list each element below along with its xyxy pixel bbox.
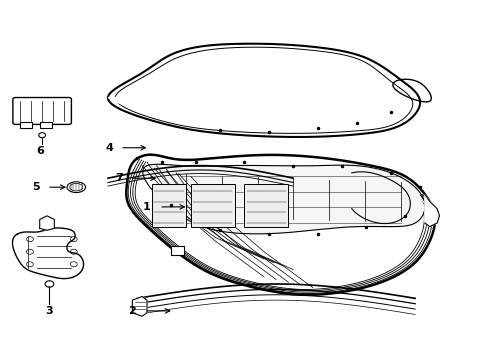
Polygon shape <box>40 216 54 230</box>
Text: 2: 2 <box>128 306 136 316</box>
Text: 3: 3 <box>45 306 53 316</box>
Text: 5: 5 <box>32 182 40 192</box>
Polygon shape <box>424 194 439 226</box>
Bar <box>190 184 234 226</box>
Bar <box>171 246 183 255</box>
Polygon shape <box>18 228 81 279</box>
Bar <box>244 184 288 226</box>
Polygon shape <box>108 44 419 137</box>
Polygon shape <box>127 155 434 295</box>
Polygon shape <box>108 98 137 110</box>
Bar <box>152 184 185 226</box>
Bar <box>40 122 52 128</box>
Ellipse shape <box>67 182 85 193</box>
Text: 7: 7 <box>115 173 122 183</box>
Polygon shape <box>147 166 424 234</box>
Bar <box>20 122 32 128</box>
Text: 6: 6 <box>36 145 43 156</box>
Ellipse shape <box>70 183 82 191</box>
Polygon shape <box>132 297 147 316</box>
FancyBboxPatch shape <box>13 98 71 125</box>
Text: 4: 4 <box>105 143 113 153</box>
Text: 1: 1 <box>143 202 150 212</box>
